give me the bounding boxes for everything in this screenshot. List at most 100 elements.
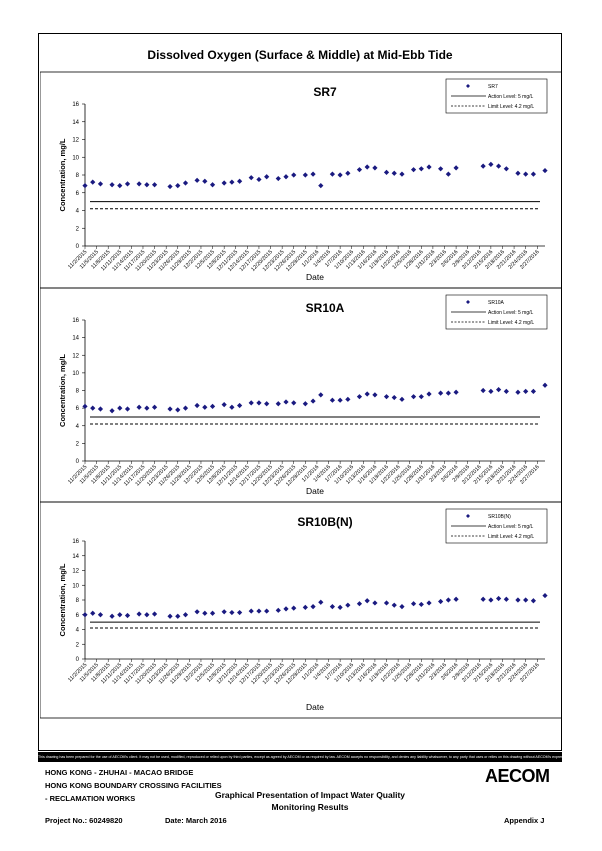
data-point — [488, 388, 494, 394]
data-point — [264, 401, 270, 407]
data-point — [248, 175, 254, 181]
data-point — [175, 183, 181, 189]
y-tick-label: 4 — [76, 209, 80, 215]
data-point — [117, 612, 123, 618]
y-tick-label: 12 — [72, 569, 79, 575]
data-point — [523, 388, 529, 394]
data-point — [453, 389, 459, 395]
data-point — [151, 611, 158, 617]
data-point — [399, 396, 405, 402]
project-line-2: HONG KONG BOUNDARY CROSSING FACILITIES — [45, 781, 222, 790]
chart-title: SR10B(N) — [297, 515, 352, 529]
data-point — [364, 598, 370, 604]
data-point — [391, 170, 397, 176]
project-line-1: HONG KONG - ZHUHAI - MACAO BRIDGE — [45, 768, 194, 777]
data-point — [523, 171, 529, 177]
data-point — [372, 392, 378, 398]
y-tick-label: 0 — [76, 657, 80, 663]
y-tick-label: 6 — [76, 406, 80, 412]
y-tick-label: 14 — [72, 120, 79, 126]
data-point — [391, 394, 397, 401]
data-point — [291, 605, 297, 611]
data-point — [167, 406, 173, 412]
data-point — [237, 402, 243, 409]
data-point — [503, 166, 509, 172]
data-point — [136, 404, 142, 410]
data-point — [523, 597, 529, 603]
project-number: Project No.: 60249820 — [45, 816, 123, 825]
data-point — [175, 613, 181, 619]
data-point — [291, 172, 297, 178]
data-point — [124, 406, 131, 412]
data-point — [445, 597, 451, 603]
y-tick-label: 14 — [72, 336, 79, 342]
data-point — [209, 610, 216, 616]
legend-series-label: SR10B(N) — [488, 514, 511, 520]
data-point — [82, 183, 88, 189]
data-point — [202, 610, 208, 616]
data-point — [237, 609, 243, 616]
legend-marker — [466, 514, 470, 518]
data-point — [175, 407, 181, 413]
y-tick-label: 16 — [72, 539, 79, 545]
data-point — [503, 388, 509, 394]
y-tick-label: 0 — [76, 459, 80, 465]
legend-action-label: Action Level: 5 mg/L — [488, 310, 534, 316]
data-point — [229, 179, 235, 185]
data-point — [399, 604, 405, 610]
data-point — [209, 182, 216, 188]
data-point — [90, 405, 96, 411]
data-point — [445, 390, 451, 396]
legend-marker — [466, 300, 470, 304]
data-point — [221, 180, 227, 186]
data-point — [310, 398, 316, 404]
data-point — [221, 402, 227, 408]
data-point — [256, 176, 262, 183]
data-point — [209, 403, 216, 409]
legend-marker — [466, 84, 470, 88]
data-point — [117, 405, 123, 411]
y-tick-label: 10 — [72, 371, 79, 377]
data-point — [453, 165, 459, 171]
data-point — [356, 167, 363, 173]
data-point — [264, 608, 270, 614]
data-point — [97, 406, 104, 412]
data-point — [438, 598, 444, 605]
data-point — [275, 401, 281, 407]
data-point — [372, 600, 378, 606]
data-point — [167, 613, 173, 619]
chart-3: SR10B(N) 0 2 4 6 8 10 12 14 16 Concentration, mg/L… — [40, 501, 562, 719]
data-point — [283, 606, 289, 612]
y-tick-label: 8 — [76, 389, 80, 395]
report-title-2: Monitoring Results — [271, 802, 349, 812]
data-point — [515, 597, 521, 603]
y-tick-label: 14 — [72, 554, 79, 560]
y-tick-label: 6 — [76, 191, 80, 197]
data-point — [291, 400, 297, 406]
data-point — [480, 387, 486, 394]
data-point — [418, 601, 424, 608]
data-point — [496, 163, 502, 169]
data-point — [97, 181, 104, 187]
data-point — [426, 391, 432, 397]
y-tick-label: 10 — [72, 583, 79, 589]
page-title: Dissolved Oxygen (Surface & Middle) at M… — [147, 48, 453, 62]
data-point — [515, 170, 521, 176]
data-point — [530, 388, 537, 394]
data-point — [256, 400, 262, 406]
data-point — [426, 600, 432, 606]
chart-panel-frame — [40, 501, 562, 719]
y-tick-label: 12 — [72, 138, 79, 144]
data-point — [337, 604, 343, 610]
data-point — [124, 612, 131, 619]
data-point — [488, 597, 494, 603]
data-point — [345, 602, 351, 608]
x-axis-title: Date — [306, 702, 324, 712]
data-point — [383, 600, 390, 606]
data-point — [364, 164, 370, 170]
data-point — [364, 391, 370, 397]
data-point — [194, 609, 200, 615]
report-date: Date: March 2016 — [165, 816, 227, 825]
data-point — [264, 174, 270, 180]
